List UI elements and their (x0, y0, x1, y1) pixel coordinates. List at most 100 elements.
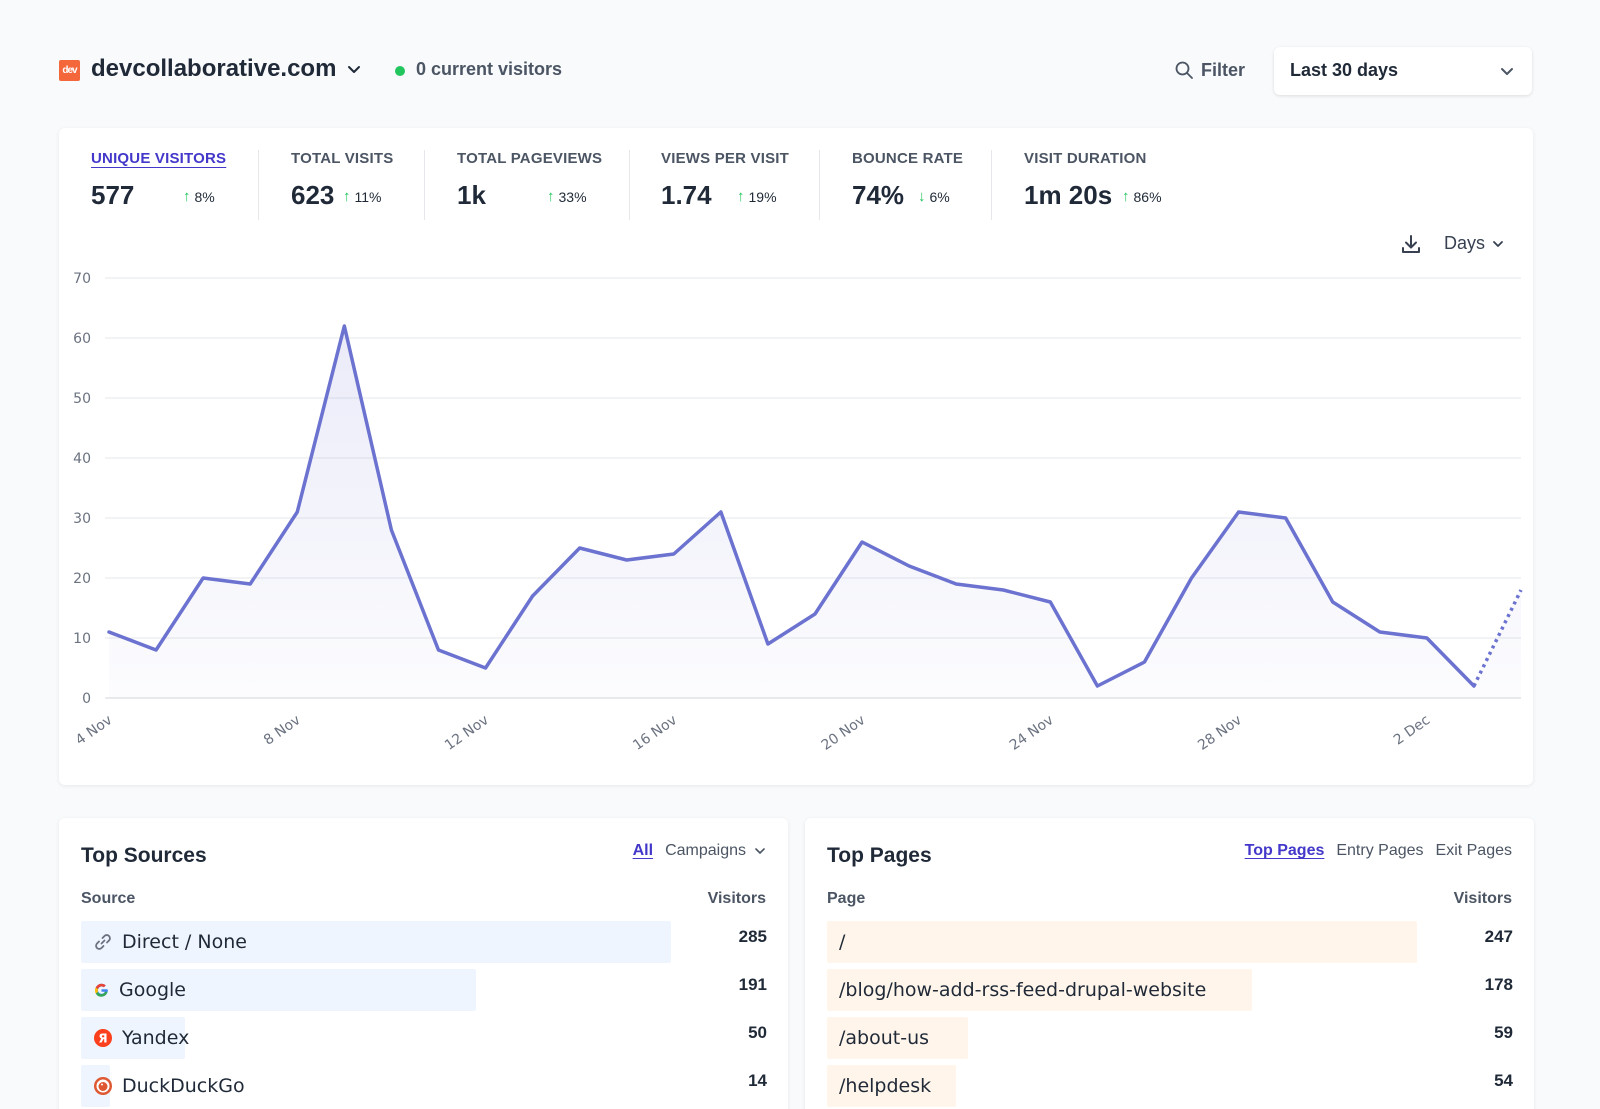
metric-value: 1m 20s (1024, 180, 1113, 210)
list-item[interactable]: /helpdesk 54 (827, 1065, 1513, 1107)
y-tick-label: 20 (73, 571, 91, 587)
series-area (109, 326, 1521, 698)
column-header-visitors: Visitors (1453, 890, 1512, 907)
visitor-count: 54 (1494, 1071, 1513, 1090)
metric-label: BOUNCE RATE (852, 150, 964, 167)
x-tick-label: 24 Nov (1007, 712, 1057, 754)
y-tick-label: 60 (73, 331, 91, 347)
chevron-down-icon (755, 848, 765, 854)
metric-label: TOTAL VISITS (291, 150, 394, 167)
page-path: /blog/how-add-rss-feed-drupal-website (839, 979, 1207, 1001)
page-path: / (839, 931, 846, 953)
column-header-page: Page (827, 890, 866, 907)
column-header-visitors: Visitors (707, 890, 766, 907)
metric-change: ↑ 86% (1122, 188, 1162, 205)
list-item[interactable]: /blog/how-add-rss-feed-drupal-website 17… (827, 969, 1513, 1011)
metric-divider (258, 150, 259, 220)
visitors-line-chart[interactable]: 0 10 20 30 40 50 60 70 4 Nov 8 Nov 12 Nov 16 Nov 20 … (59, 128, 1533, 785)
visitor-count: 247 (1484, 927, 1513, 946)
svg-text:Я: Я (98, 1032, 107, 1046)
source-label: Я Yandex (93, 1027, 189, 1049)
metric-divider (819, 150, 820, 220)
y-tick-label: 10 (73, 631, 91, 647)
visitor-count: 191 (738, 975, 767, 994)
metric-label: VISIT DURATION (1024, 150, 1147, 167)
interval-select[interactable]: Days (1444, 233, 1505, 254)
row-bar (827, 921, 1417, 963)
list-item[interactable]: / 247 (827, 921, 1513, 963)
y-tick-label: 40 (73, 451, 91, 467)
source-name: Google (119, 979, 187, 1001)
metric-value: 577 (91, 180, 135, 210)
list-item[interactable]: Я Yandex 50 (81, 1017, 767, 1059)
y-tick-label: 0 (82, 691, 91, 707)
arrow-up-icon: ↑ (1122, 188, 1130, 205)
row-bar (827, 969, 1253, 1011)
x-tick-label: 12 Nov (442, 712, 492, 754)
x-tick-label: 8 Nov (261, 712, 304, 748)
filter-label: Filter (1201, 59, 1246, 80)
metric-change-value: 33% (558, 188, 587, 205)
sources-tabs: All Campaigns (633, 842, 766, 860)
metric-value: 74% (852, 180, 905, 210)
metric-change: ↑ 11% (343, 188, 381, 205)
card-title: Top Sources (81, 844, 207, 867)
site-name[interactable]: devcollaborative.com (91, 55, 337, 82)
metric-unique-visitors[interactable]: UNIQUE VISITORS 577 ↑ 8% (91, 150, 226, 222)
source-label: Google (93, 979, 186, 1001)
arrow-up-icon: ↑ (343, 188, 351, 205)
column-header-source: Source (81, 890, 136, 907)
metric-bounce-rate[interactable]: BOUNCE RATE 74% ↓ 6% (852, 150, 964, 222)
metric-total-pageviews[interactable]: TOTAL PAGEVIEWS 1k ↑ 33% (457, 150, 602, 222)
link-icon (95, 934, 111, 950)
interval-label: Days (1444, 233, 1486, 253)
metric-change: ↓ 6% (918, 188, 950, 205)
visitor-count: 14 (748, 1071, 767, 1090)
source-label: Direct / None (93, 931, 247, 953)
source-name: Yandex (122, 1027, 190, 1049)
x-tick-label: 16 Nov (630, 712, 680, 754)
metric-views-per-visit[interactable]: VIEWS PER VISIT 1.74 ↑ 19% (661, 150, 791, 222)
source-name: DuckDuckGo (122, 1075, 245, 1097)
yandex-icon: Я (94, 1029, 112, 1047)
current-visitors-count[interactable]: 0 current visitors (416, 59, 563, 79)
tab-entry-pages[interactable]: Entry Pages (1336, 842, 1424, 859)
dashboard-header: dev devcollaborative.com 0 current visit… (0, 0, 1600, 120)
tab-top-pages[interactable]: Top Pages (1244, 842, 1325, 859)
source-label: DuckDuckGo (93, 1075, 245, 1097)
list-item[interactable]: /about-us 59 (827, 1017, 1513, 1059)
chevron-down-icon (1501, 68, 1513, 75)
chevron-down-icon[interactable] (345, 60, 363, 78)
tab-exit-pages[interactable]: Exit Pages (1435, 842, 1512, 859)
list-item[interactable]: Google 191 (81, 969, 767, 1011)
metric-value: 623 (291, 180, 335, 210)
metric-total-visits[interactable]: TOTAL VISITS 623 ↑ 11% (291, 150, 394, 222)
download-icon[interactable] (1399, 232, 1423, 256)
metric-change: ↑ 33% (547, 188, 587, 205)
date-range-select[interactable]: Last 30 days (1274, 47, 1532, 95)
row-bar (827, 1065, 956, 1107)
tab-campaigns[interactable]: Campaigns (665, 842, 766, 860)
arrow-up-icon: ↑ (547, 188, 555, 205)
visitors-graph-card: UNIQUE VISITORS 577 ↑ 8% TOTAL VISITS 62… (59, 128, 1533, 785)
metric-visit-duration[interactable]: VISIT DURATION 1m 20s ↑ 86% (1024, 150, 1184, 222)
metric-change: ↑ 8% (183, 188, 215, 205)
metric-change: ↑ 19% (737, 188, 777, 205)
filter-button[interactable]: Filter (1174, 57, 1245, 83)
arrow-down-icon: ↓ (918, 188, 926, 205)
row-bar (81, 969, 477, 1011)
page-path: /helpdesk (839, 1075, 932, 1097)
metric-change-value: 86% (1133, 188, 1162, 205)
list-item[interactable]: Direct / None 285 (81, 921, 767, 963)
tab-all[interactable]: All (632, 842, 654, 859)
x-tick-label: 28 Nov (1195, 712, 1245, 754)
row-bar (827, 1017, 968, 1059)
duckduckgo-icon (94, 1077, 112, 1095)
list-item[interactable]: DuckDuckGo 14 (81, 1065, 767, 1107)
metric-label: TOTAL PAGEVIEWS (457, 150, 603, 167)
metric-value: 1k (457, 180, 486, 210)
arrow-up-icon: ↑ (183, 188, 191, 205)
row-bar (81, 921, 671, 963)
metric-change-value: 11% (354, 188, 382, 205)
visitor-count: 178 (1484, 975, 1513, 994)
